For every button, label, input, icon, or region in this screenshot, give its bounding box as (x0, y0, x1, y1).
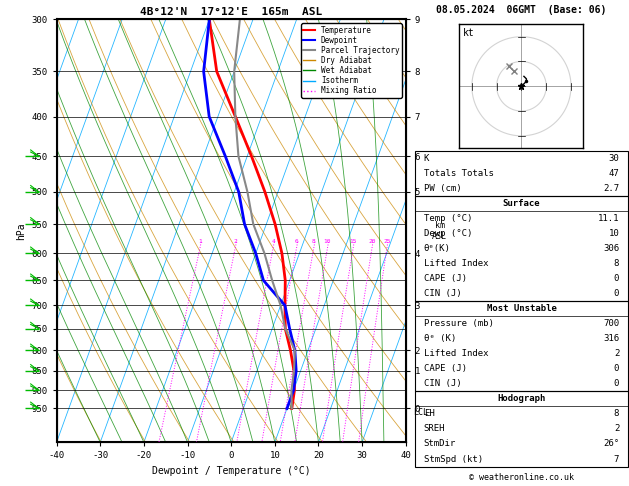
Text: 0: 0 (614, 380, 619, 388)
Text: 25: 25 (383, 239, 391, 244)
Text: StmDir: StmDir (424, 439, 456, 449)
Text: EH: EH (424, 409, 435, 418)
Text: CAPE (J): CAPE (J) (424, 364, 467, 373)
Text: 0: 0 (614, 289, 619, 298)
Text: 2: 2 (614, 349, 619, 358)
Text: 10: 10 (324, 239, 331, 244)
Text: 306: 306 (603, 244, 619, 253)
Text: 2: 2 (233, 239, 237, 244)
Text: θᵉ(K): θᵉ(K) (424, 244, 450, 253)
Text: 8: 8 (614, 409, 619, 418)
X-axis label: Dewpoint / Temperature (°C): Dewpoint / Temperature (°C) (152, 466, 311, 476)
Text: PW (cm): PW (cm) (424, 184, 461, 193)
Text: 1: 1 (198, 239, 202, 244)
Text: 15: 15 (350, 239, 357, 244)
Text: 11.1: 11.1 (598, 214, 619, 223)
Text: Totals Totals: Totals Totals (424, 169, 494, 178)
Text: 4: 4 (271, 239, 275, 244)
Text: Pressure (mb): Pressure (mb) (424, 319, 494, 328)
Text: K: K (424, 154, 429, 163)
Y-axis label: km
ASL: km ASL (432, 221, 447, 241)
Text: 8: 8 (614, 259, 619, 268)
Text: θᵉ (K): θᵉ (K) (424, 334, 456, 343)
Text: Lifted Index: Lifted Index (424, 349, 488, 358)
Text: StmSpd (kt): StmSpd (kt) (424, 454, 483, 464)
Text: 47: 47 (608, 169, 619, 178)
Text: 700: 700 (603, 319, 619, 328)
Text: Lifted Index: Lifted Index (424, 259, 488, 268)
Text: 6: 6 (295, 239, 299, 244)
Text: CAPE (J): CAPE (J) (424, 274, 467, 283)
Text: Surface: Surface (503, 199, 540, 208)
Text: 316: 316 (603, 334, 619, 343)
Text: 2.7: 2.7 (603, 184, 619, 193)
Text: Most Unstable: Most Unstable (486, 304, 557, 313)
Title: 4B°12'N  17°12'E  165m  ASL: 4B°12'N 17°12'E 165m ASL (140, 7, 322, 17)
Text: Hodograph: Hodograph (498, 394, 545, 403)
Text: 26°: 26° (603, 439, 619, 449)
Text: Temp (°C): Temp (°C) (424, 214, 472, 223)
Text: kt: kt (463, 28, 475, 38)
Text: CIN (J): CIN (J) (424, 289, 461, 298)
Text: 30: 30 (608, 154, 619, 163)
Text: LCL: LCL (413, 408, 428, 417)
Legend: Temperature, Dewpoint, Parcel Trajectory, Dry Adiabat, Wet Adiabat, Isotherm, Mi: Temperature, Dewpoint, Parcel Trajectory… (301, 23, 402, 98)
Text: 20: 20 (369, 239, 376, 244)
Text: 2: 2 (614, 424, 619, 434)
Text: 7: 7 (614, 454, 619, 464)
Text: Dewp (°C): Dewp (°C) (424, 229, 472, 238)
Text: 08.05.2024  06GMT  (Base: 06): 08.05.2024 06GMT (Base: 06) (437, 4, 606, 15)
Text: 0: 0 (614, 364, 619, 373)
Text: SREH: SREH (424, 424, 445, 434)
Y-axis label: hPa: hPa (16, 222, 26, 240)
Text: 10: 10 (608, 229, 619, 238)
Text: © weatheronline.co.uk: © weatheronline.co.uk (469, 473, 574, 482)
Text: 0: 0 (614, 274, 619, 283)
Text: CIN (J): CIN (J) (424, 380, 461, 388)
Text: 8: 8 (312, 239, 316, 244)
